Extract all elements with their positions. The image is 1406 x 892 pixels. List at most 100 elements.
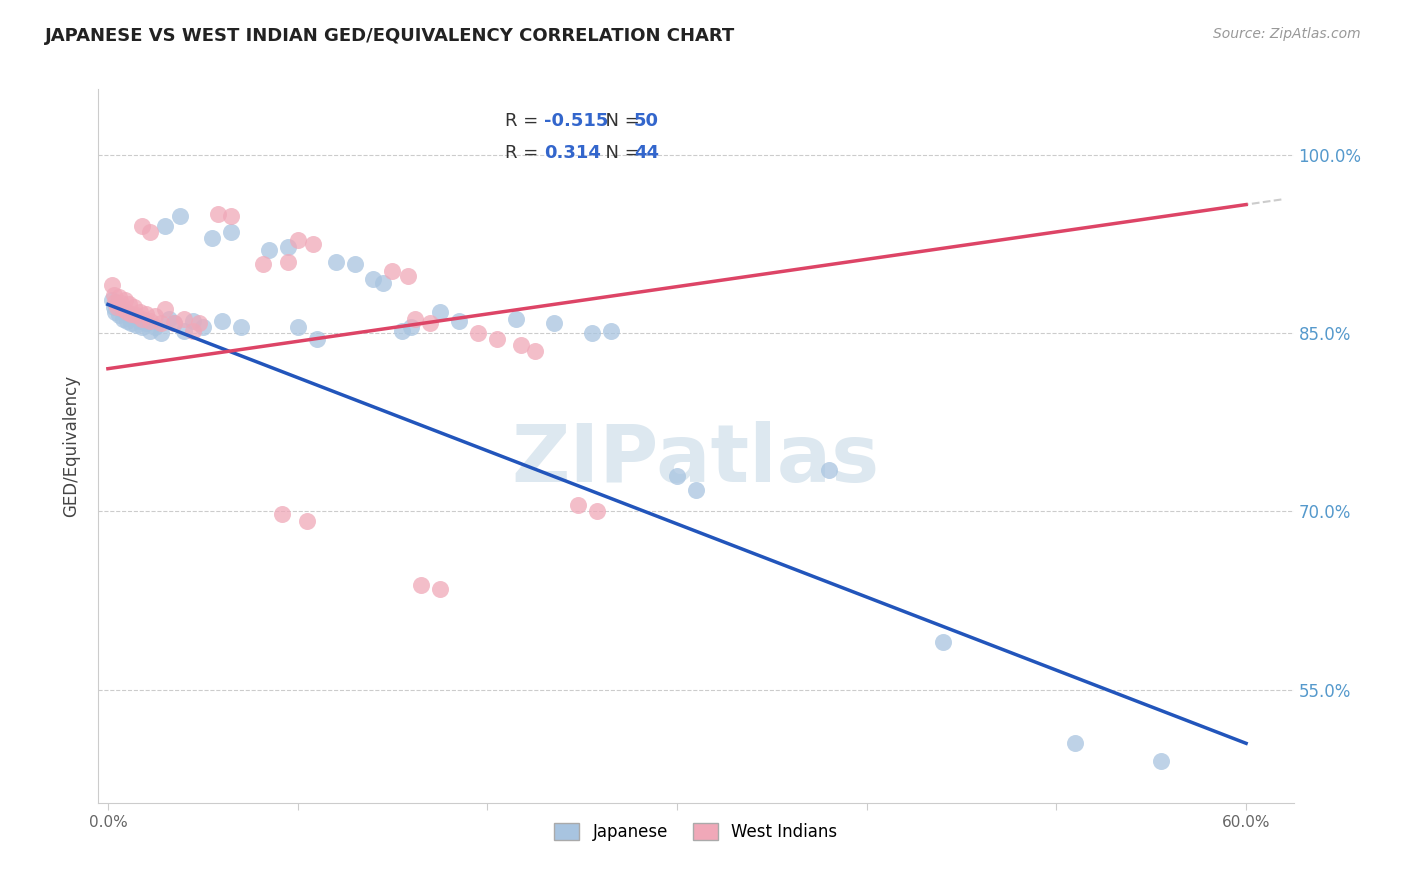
Point <box>447 314 470 328</box>
Point <box>510 338 533 352</box>
Point <box>817 463 839 477</box>
Point <box>419 317 441 331</box>
Point <box>363 272 385 286</box>
Text: 50: 50 <box>634 112 659 130</box>
Point <box>153 219 176 233</box>
Point <box>163 317 186 331</box>
Point <box>105 300 128 314</box>
Point <box>429 582 451 596</box>
Point <box>110 302 132 317</box>
Point <box>173 324 195 338</box>
Point <box>219 210 242 224</box>
Point <box>343 257 366 271</box>
Point <box>135 307 157 321</box>
Text: N =: N = <box>595 145 645 162</box>
Point <box>295 514 318 528</box>
Point <box>257 243 280 257</box>
Point <box>118 297 141 311</box>
Point <box>252 257 274 271</box>
Point <box>124 300 146 314</box>
Point <box>131 219 153 233</box>
Point <box>1150 754 1173 768</box>
Point <box>207 207 229 221</box>
Point <box>135 317 157 331</box>
Point <box>105 297 128 311</box>
Point <box>125 318 148 332</box>
Point <box>396 268 419 283</box>
Text: R =: R = <box>505 112 544 130</box>
Point <box>301 236 323 251</box>
Point <box>229 320 252 334</box>
Point <box>219 225 242 239</box>
Point <box>287 320 309 334</box>
Point <box>429 304 451 318</box>
Point <box>120 317 142 331</box>
Point <box>173 311 195 326</box>
Point <box>114 304 136 318</box>
Point <box>114 293 136 307</box>
Point <box>100 293 122 307</box>
Point <box>100 278 122 293</box>
Point <box>381 264 404 278</box>
Point <box>104 304 127 318</box>
Point <box>115 304 138 318</box>
Point <box>131 320 153 334</box>
Point <box>586 504 609 518</box>
Point <box>138 225 160 239</box>
Point <box>211 314 233 328</box>
Point <box>371 276 394 290</box>
Point <box>191 320 214 334</box>
Text: 44: 44 <box>634 145 659 162</box>
Point <box>163 317 186 331</box>
Point <box>287 233 309 247</box>
Y-axis label: GED/Equivalency: GED/Equivalency <box>62 375 80 517</box>
Point <box>125 308 148 322</box>
Point <box>104 295 127 310</box>
Point <box>409 578 432 592</box>
Point <box>150 326 173 340</box>
Point <box>108 308 131 322</box>
Point <box>581 326 603 340</box>
Point <box>112 311 135 326</box>
Point <box>169 210 191 224</box>
Point <box>103 288 125 302</box>
Point <box>543 317 565 331</box>
Point <box>277 254 299 268</box>
Point <box>129 314 152 328</box>
Text: JAPANESE VS WEST INDIAN GED/EQUIVALENCY CORRELATION CHART: JAPANESE VS WEST INDIAN GED/EQUIVALENCY … <box>45 27 735 45</box>
Point <box>143 320 166 334</box>
Point <box>181 324 204 338</box>
Point <box>150 317 173 331</box>
Point <box>404 311 426 326</box>
Point <box>271 507 294 521</box>
Point <box>108 290 131 304</box>
Point <box>112 302 135 317</box>
Point <box>485 332 508 346</box>
Point <box>567 499 589 513</box>
Point <box>181 314 204 328</box>
Point <box>931 635 953 649</box>
Point <box>277 240 299 254</box>
Point <box>138 314 160 328</box>
Point <box>391 324 413 338</box>
Point <box>138 324 160 338</box>
Point <box>305 332 328 346</box>
Text: ZIPatlas: ZIPatlas <box>512 421 880 500</box>
Point <box>110 296 132 310</box>
Point <box>599 324 621 338</box>
Text: -0.515: -0.515 <box>544 112 609 130</box>
Point <box>401 320 423 334</box>
Point <box>201 231 224 245</box>
Point <box>103 300 125 314</box>
Point <box>188 317 211 331</box>
Text: 0.314: 0.314 <box>544 145 602 162</box>
Point <box>129 304 152 318</box>
Point <box>131 311 153 326</box>
Point <box>143 310 166 324</box>
Point <box>666 468 689 483</box>
Point <box>685 483 707 497</box>
Point <box>124 310 146 325</box>
Point <box>1064 736 1087 750</box>
Point <box>523 343 546 358</box>
Point <box>115 314 138 328</box>
